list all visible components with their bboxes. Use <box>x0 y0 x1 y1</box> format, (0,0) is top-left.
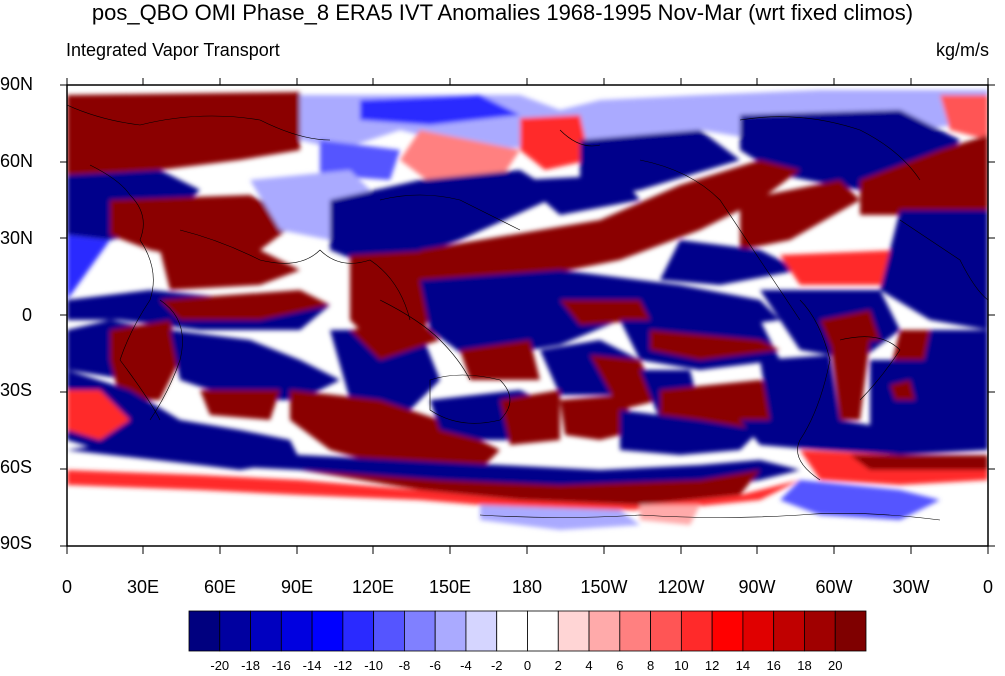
y-tick-label: 90N <box>0 74 34 94</box>
y-tick-label: 60N <box>0 151 34 171</box>
y-tick-label: 90S <box>0 533 33 553</box>
colorbar-swatch <box>804 610 836 652</box>
ivt-anomaly-field <box>67 85 988 546</box>
x-tick-label: 60E <box>203 577 237 597</box>
colorbar-label: 6 <box>616 658 624 673</box>
colorbar-label: -18 <box>241 658 260 673</box>
coastlines <box>67 104 988 521</box>
colorbar-swatch <box>404 610 436 652</box>
x-tick-label: 90E <box>280 577 314 597</box>
colorbar-swatch <box>188 610 221 652</box>
colorbar-swatch <box>280 610 313 652</box>
x-tick-label: 120W <box>657 577 705 597</box>
x-tick-label: 150W <box>580 577 628 597</box>
colorbar-swatch <box>311 610 344 652</box>
colorbar-swatch <box>219 610 251 652</box>
colorbar-label: -12 <box>333 658 353 673</box>
colorbar-label: 4 <box>585 658 593 673</box>
colorbar-swatch <box>342 610 375 652</box>
colorbar-label: 18 <box>797 658 812 673</box>
x-tick-label: 60W <box>815 577 853 597</box>
left-string: Integrated Vapor Transport <box>66 40 280 60</box>
colorbar-swatch <box>588 610 621 652</box>
colorbar-swatch <box>527 610 559 652</box>
colorbar-swatch <box>742 610 775 652</box>
colorbar-swatch <box>619 610 651 652</box>
y-tick-label: 60S <box>0 457 33 477</box>
colorbar-swatch <box>680 610 713 652</box>
colorbar-swatch <box>250 610 282 652</box>
colorbar-label: 16 <box>766 658 781 673</box>
colorbar-label: 8 <box>646 658 655 673</box>
colorbar-label: -4 <box>460 658 472 673</box>
colorbar-label: 20 <box>827 658 843 673</box>
colorbar-swatch <box>465 610 498 652</box>
colorbar-label: -14 <box>302 658 322 673</box>
colorbar-label: -10 <box>364 658 384 673</box>
y-tick-label: 30N <box>0 228 34 248</box>
colorbar-swatch <box>557 610 590 652</box>
x-tick-label: 30W <box>892 577 930 597</box>
colorbar-swatch <box>711 610 744 652</box>
colorbar-label: 2 <box>554 658 562 673</box>
colorbar-label: 14 <box>735 658 751 673</box>
plot-title: pos_QBO OMI Phase_8 ERA5 IVT Anomalies 1… <box>91 0 914 25</box>
colorbar-label: 12 <box>704 658 720 673</box>
colorbar-swatch <box>650 610 682 652</box>
colorbar-swatch <box>834 610 867 652</box>
colorbar-swatch <box>373 610 405 652</box>
units-label: kg/m/s <box>935 40 989 60</box>
x-tick-label: 30E <box>126 577 160 597</box>
x-tick-label: 120E <box>351 577 395 597</box>
colorbar-label: -8 <box>398 658 411 673</box>
colorbar-label: -6 <box>429 658 441 673</box>
colorbar-label: 10 <box>674 658 689 673</box>
x-tick-label: 0 <box>61 577 73 597</box>
colorbar-swatch <box>496 610 528 652</box>
colorbar-label: -2 <box>490 658 503 673</box>
x-tick-label: 150E <box>428 577 472 597</box>
axis-ticks <box>60 78 995 554</box>
colorbar-label: -16 <box>271 658 291 673</box>
x-tick-label: 180 <box>511 577 543 597</box>
colorbar-swatch <box>434 610 467 652</box>
colorbar-swatch <box>773 610 805 652</box>
x-tick-label: 90W <box>738 577 776 597</box>
x-tick-label: 0 <box>982 577 994 597</box>
colorbar-label: 0 <box>523 658 532 673</box>
y-tick-label: 0 <box>22 305 33 325</box>
colorbar <box>188 610 867 652</box>
y-tick-label: 30S <box>0 380 33 400</box>
colorbar-label: -20 <box>210 658 230 673</box>
